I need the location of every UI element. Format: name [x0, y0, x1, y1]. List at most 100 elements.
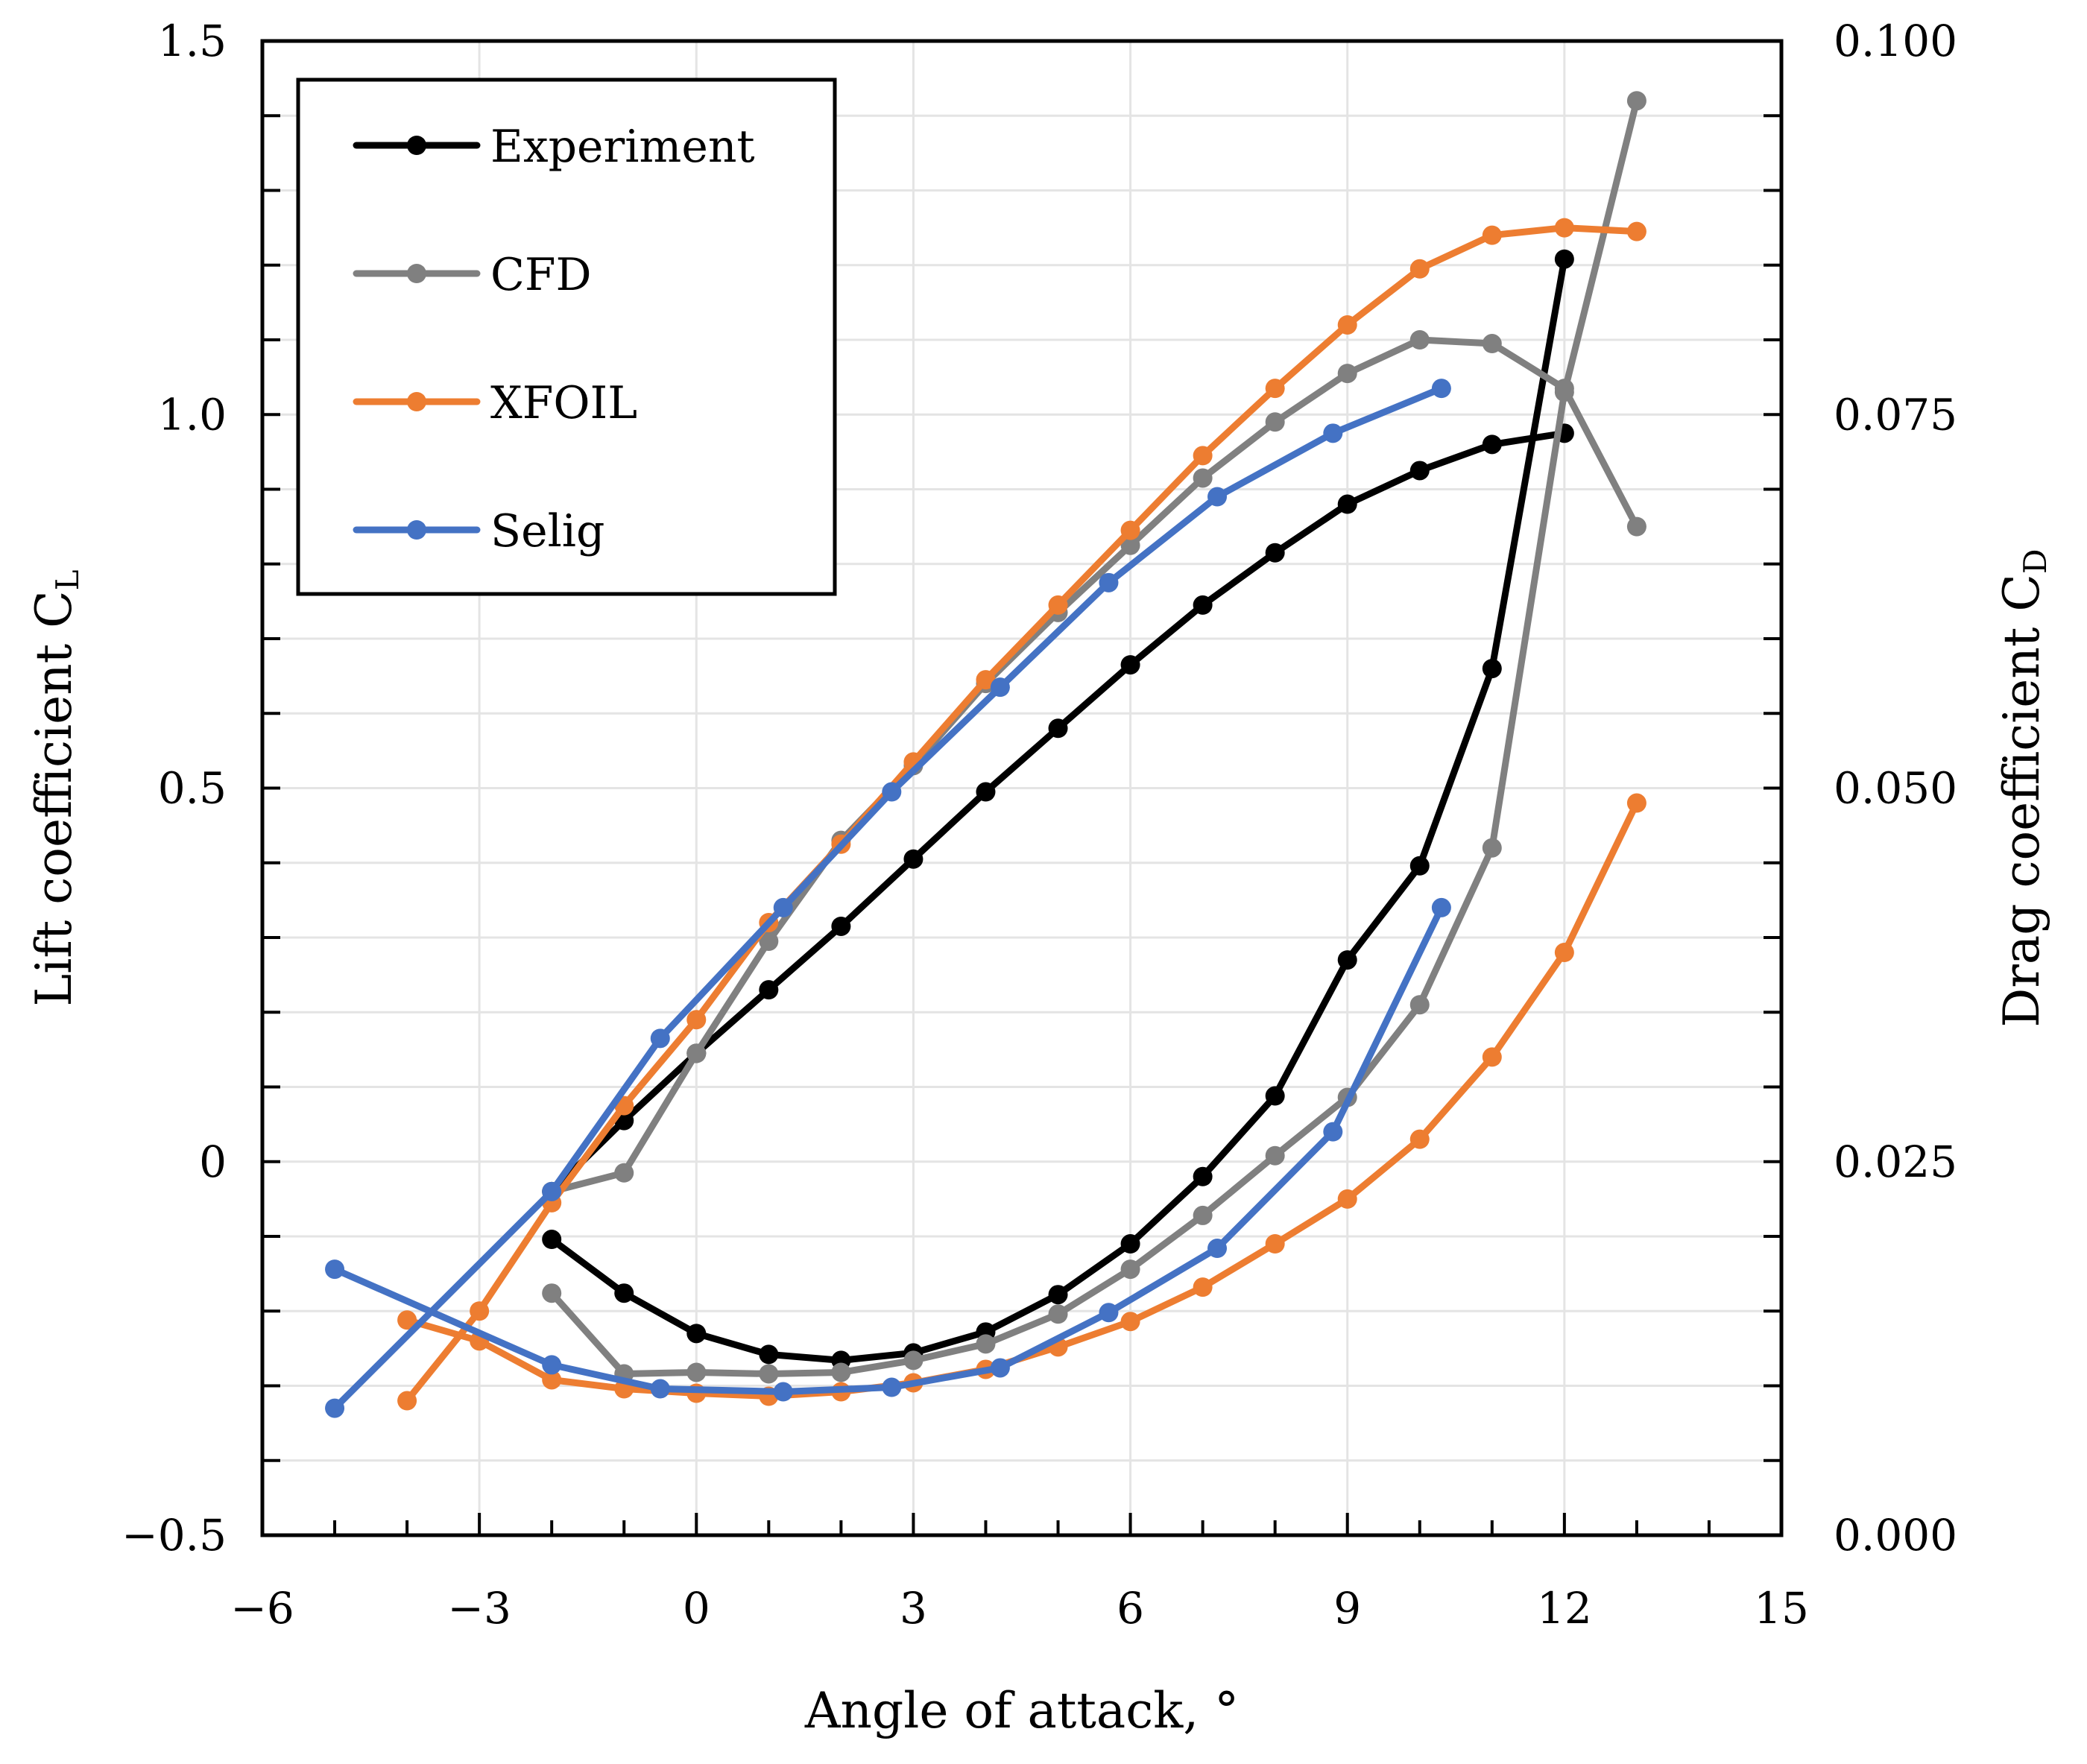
cfd-drag-point: [903, 1350, 923, 1371]
selig-drag-point: [1323, 1122, 1343, 1142]
selig-lift-point: [990, 677, 1010, 698]
xfoil-drag-point: [1409, 1129, 1430, 1149]
experiment-drag-point: [1048, 1285, 1068, 1305]
selig-lift-point: [1431, 379, 1451, 399]
cfd-drag-point: [542, 1283, 562, 1303]
y2-tick-label: 0.050: [1834, 763, 1957, 814]
x-tick-label: 3: [900, 1583, 927, 1634]
selig-drag-point: [882, 1377, 902, 1397]
experiment-lift-point: [976, 782, 996, 802]
cfd-lift-point: [759, 932, 779, 952]
x-tick-label: 6: [1117, 1583, 1144, 1634]
legend-box: [296, 78, 837, 596]
xfoil-lift-point: [1048, 595, 1068, 615]
x-tick-label: 0: [683, 1583, 710, 1634]
selig-drag-line: [331, 904, 1445, 1395]
xfoil-drag-point: [1554, 943, 1574, 963]
selig-drag-series: [325, 897, 1451, 1402]
xfoil-lift-point: [1337, 314, 1357, 335]
legend-experiment-marker: [407, 136, 426, 155]
cfd-lift-point: [1337, 364, 1357, 384]
cfd-drag-point: [1409, 995, 1430, 1015]
y2-axis-title: Drag coefficient CD: [1993, 549, 2053, 1027]
xfoil-lift-point: [470, 1301, 490, 1321]
selig-drag-point: [1431, 897, 1451, 917]
xfoil-lift-point: [976, 670, 996, 690]
y2-axis-title-main: Drag coefficient C: [1993, 574, 2050, 1027]
experiment-lift-point: [1120, 655, 1140, 675]
cfd-lift-point: [614, 1163, 634, 1183]
experiment-drag-point: [542, 1230, 562, 1250]
xfoil-drag-point: [1120, 1312, 1140, 1332]
y-tick-label: 0.5: [158, 763, 227, 814]
experiment-drag-point: [1337, 950, 1357, 970]
xfoil-drag-point: [397, 1310, 417, 1330]
legend-experiment-label: Experiment: [490, 121, 755, 173]
axis-tick-labels: −6 −3 0 3 6 9 12 15 −0.5 0 0.5 1.0 1.5 0.000 0.025 0.05…: [121, 16, 1957, 1634]
selig-lift-point: [650, 1028, 670, 1049]
cfd-drag-line: [548, 97, 1641, 1377]
legend-selig-marker: [407, 520, 426, 540]
experiment-drag-point: [1120, 1234, 1140, 1254]
experiment-lift-point: [1048, 718, 1068, 739]
xfoil-lift-point: [1482, 225, 1502, 245]
xfoil-drag-point: [1193, 1277, 1213, 1297]
experiment-drag-point: [1265, 1086, 1285, 1106]
y2-tick-label: 0.100: [1834, 16, 1957, 66]
cfd-drag-point: [759, 1364, 779, 1384]
x-tick-label: 9: [1333, 1583, 1361, 1634]
xfoil-lift-point: [1626, 221, 1646, 241]
selig-drag-point: [1207, 1239, 1228, 1259]
xfoil-lift-point: [397, 1391, 417, 1411]
y2-tick-label: 0.000: [1834, 1510, 1957, 1561]
cfd-lift-point: [1120, 535, 1140, 555]
cfd-lift-point: [1265, 412, 1285, 432]
xfoil-drag-point: [1265, 1234, 1285, 1254]
experiment-lift-point: [1482, 434, 1502, 455]
cfd-lift-line: [548, 336, 1641, 1195]
selig-lift-point: [1099, 572, 1119, 592]
y2-axis-title-subscript: D: [2017, 549, 2053, 574]
y-tick-label: 1.5: [158, 16, 227, 66]
selig-lift-point: [1323, 423, 1343, 443]
cfd-lift-point: [1193, 468, 1213, 488]
selig-drag-point: [325, 1259, 345, 1280]
xfoil-drag-point: [1626, 793, 1646, 813]
x-tick-label: 12: [1537, 1583, 1592, 1634]
legend-xfoil-label: XFOIL: [490, 377, 637, 429]
y-tick-label: −0.5: [121, 1510, 227, 1561]
legend-cfd-label: CFD: [490, 249, 592, 301]
legend: Experiment CFD XFOIL Selig: [296, 78, 837, 596]
data-series: [325, 91, 1646, 1418]
selig-lift-point: [325, 1398, 345, 1418]
selig-lift-point: [773, 897, 793, 917]
xfoil-lift-point: [1193, 446, 1213, 466]
experiment-drag-point: [686, 1324, 707, 1344]
selig-lift-point: [882, 782, 902, 802]
cfd-drag-point: [1048, 1304, 1068, 1324]
legend-cfd-marker: [407, 264, 426, 283]
xfoil-lift-point: [1554, 218, 1574, 238]
cfd-drag-point: [1120, 1259, 1140, 1280]
cfd-lift-point: [1409, 330, 1430, 350]
cfd-drag-point: [1265, 1145, 1285, 1166]
xfoil-lift-line: [403, 224, 1641, 1404]
cfd-drag-point: [1193, 1205, 1213, 1225]
selig-lift-point: [542, 1181, 562, 1201]
xfoil-lift-point: [1265, 379, 1285, 399]
cfd-lift-point: [1482, 334, 1502, 354]
xfoil-drag-point: [1482, 1047, 1502, 1067]
y-axis-title-main: Lift coefficient C: [25, 590, 83, 1006]
x-tick-label: −6: [230, 1583, 294, 1634]
y2-axis-title-group: Drag coefficient CD: [1993, 549, 2053, 1027]
cfd-lift-point: [686, 1043, 707, 1063]
cfd-drag-point: [976, 1334, 996, 1354]
experiment-lift-point: [903, 849, 923, 869]
cfd-drag-point: [686, 1362, 707, 1382]
xfoil-lift-point: [686, 1010, 707, 1030]
cfd-lift-point: [1626, 516, 1646, 537]
legend-xfoil-marker: [407, 392, 426, 411]
cfd-lift-series: [542, 330, 1646, 1201]
cfd-drag-point: [831, 1362, 851, 1382]
